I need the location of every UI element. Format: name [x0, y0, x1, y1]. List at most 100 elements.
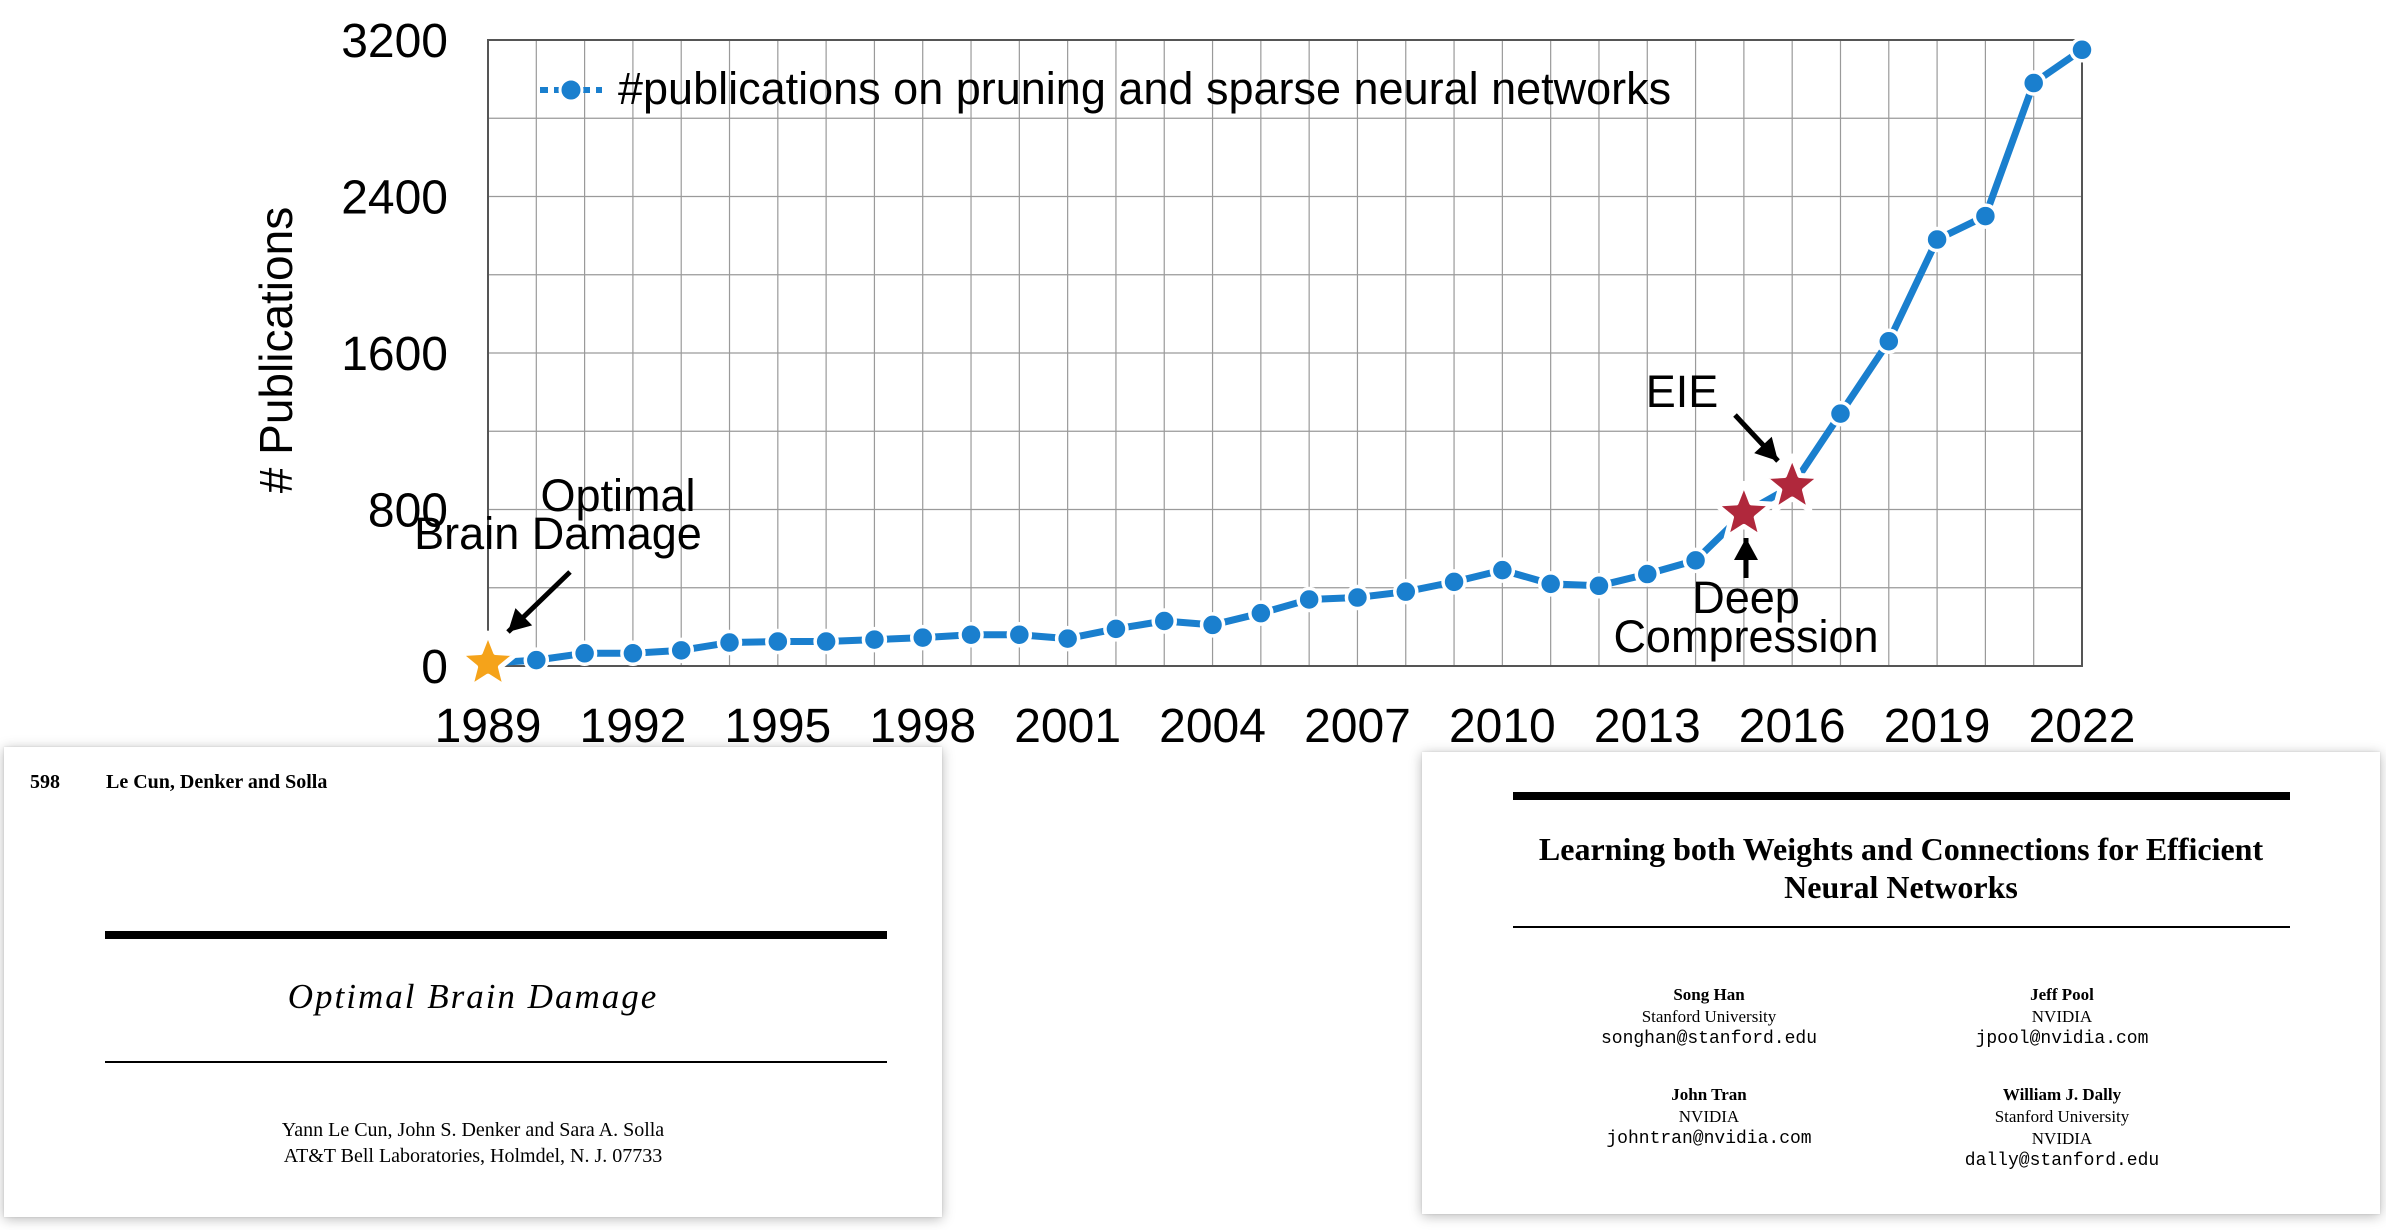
- page-number: 598: [30, 771, 60, 793]
- data-point: [861, 626, 888, 653]
- y-tick-label: 2400: [341, 172, 448, 225]
- author-name: John Tran: [1671, 1085, 1747, 1104]
- highlight-star-marker: [457, 630, 519, 690]
- author-name: Jeff Pool: [2030, 985, 2094, 1004]
- paper-card-optimal-brain-damage: 598 Le Cun, Denker and Solla Optimal Bra…: [4, 747, 942, 1217]
- data-point: [1827, 400, 1854, 427]
- data-point: [1344, 584, 1371, 611]
- data-point: [1924, 226, 1950, 253]
- data-point: [1682, 547, 1709, 574]
- title-bottom-rule: [105, 1061, 887, 1063]
- author-affiliation-2: NVIDIA: [2031, 1129, 2093, 1148]
- x-tick-label: 2004: [1159, 700, 1266, 753]
- annotation-arrow-head: [1734, 538, 1758, 560]
- data-point: [620, 640, 646, 667]
- data-point: [1972, 203, 1999, 229]
- data-point: [1586, 573, 1612, 599]
- data-point: [1103, 616, 1129, 642]
- annotation-label: Deep: [1692, 572, 1800, 623]
- author-email: dally@stanford.edu: [1964, 1151, 2160, 1171]
- legend-marker: [558, 77, 584, 103]
- data-point: [1441, 569, 1467, 595]
- plot-frame: [487, 39, 2083, 667]
- annotation-arrow-head: [508, 608, 533, 632]
- publications-line-chart: 0 800 1600 2400 3200 1989 1992 1995 1998 2001 200…: [250, 15, 2136, 753]
- author-name: William J. Dally: [2002, 1085, 2122, 1104]
- x-tick-label: 2007: [1304, 700, 1411, 753]
- data-point: [1151, 608, 1177, 634]
- x-tick-label: 1995: [724, 700, 831, 753]
- series-layer: [487, 37, 2095, 673]
- paper-affiliation: AT&T Bell Laboratories, Holmdel, N. J. 0…: [283, 1145, 663, 1167]
- author-block: Jeff Pool NVIDIA jpool@nvidia.com: [1902, 984, 2222, 1050]
- annotation-arrow-head: [1754, 436, 1778, 461]
- data-point: [2020, 70, 2047, 96]
- y-axis-label: # Publications: [250, 207, 302, 493]
- data-point: [2069, 37, 2095, 63]
- data-point: [523, 647, 550, 673]
- x-tick-label: 2010: [1449, 700, 1556, 753]
- x-tick-label: 2001: [1014, 700, 1121, 753]
- data-point: [1296, 586, 1322, 613]
- data-point: [668, 637, 694, 664]
- paper-title: Learning both Weights and Connections fo…: [1462, 830, 2340, 906]
- data-point: [1537, 571, 1564, 597]
- data-point: [909, 624, 936, 651]
- paper-authors: Yann Le Cun, John S. Denker and Sara A. …: [281, 1119, 665, 1141]
- author-email: songhan@stanford.edu: [1600, 1029, 1818, 1049]
- highlight-star-marker: [1712, 480, 1775, 541]
- annotation-label: Compression: [1613, 611, 1878, 662]
- chart-legend: #publications on pruning and sparse neur…: [540, 63, 1671, 114]
- x-tick-label: 2019: [1884, 700, 1991, 753]
- x-tick-label: 2022: [2029, 700, 2136, 753]
- data-point: [958, 621, 984, 648]
- paper-title-line-2: Neural Networks: [1784, 869, 2018, 905]
- y-tick-label: 3200: [341, 15, 448, 68]
- y-tick-label: 800: [368, 485, 448, 538]
- y-tick-label: 1600: [341, 328, 448, 381]
- author-affiliation: NVIDIA: [2031, 1007, 2093, 1026]
- data-point: [1006, 621, 1033, 648]
- title-top-rule: [105, 931, 887, 939]
- data-point: [716, 629, 743, 656]
- data-point: [1489, 557, 1516, 583]
- author-affiliation: NVIDIA: [1678, 1107, 1740, 1126]
- data-point: [813, 628, 839, 655]
- paper-card-learning-weights-connections: Learning both Weights and Connections fo…: [1422, 752, 2380, 1214]
- chart-grid: [487, 39, 2083, 667]
- author-block: William J. Dally Stanford University NVI…: [1902, 1084, 2222, 1172]
- x-tick-label: 1998: [869, 700, 976, 753]
- paper-title-line-1: Learning both Weights and Connections fo…: [1538, 831, 2264, 867]
- data-point: [765, 628, 791, 655]
- running-head: Le Cun, Denker and Solla: [106, 771, 328, 793]
- series-line: [487, 46, 2084, 667]
- chart-axes: [487, 39, 2083, 667]
- y-axis-ticks: 0 800 1600 2400 3200: [341, 15, 448, 694]
- data-point: [571, 640, 598, 667]
- data-point: [1634, 561, 1661, 587]
- x-tick-label: 2016: [1739, 700, 1846, 753]
- author-email: johntran@nvidia.com: [1606, 1129, 1812, 1149]
- data-point: [1393, 578, 1419, 605]
- annotation-label: Brain Damage: [414, 508, 702, 559]
- author-block: John Tran NVIDIA johntran@nvidia.com: [1549, 1084, 1869, 1150]
- x-tick-label: 1992: [580, 700, 687, 753]
- x-axis-ticks: 1989 1992 1995 1998 2001 2004 2007 2010 2013 2016…: [435, 700, 2136, 753]
- author-affiliation: Stanford University: [1994, 1107, 2130, 1126]
- author-email: jpool@nvidia.com: [1975, 1029, 2149, 1049]
- paper-title: Optimal Brain Damage: [287, 977, 659, 1016]
- x-tick-label: 1989: [435, 700, 542, 753]
- data-point: [1199, 612, 1226, 638]
- title-bottom-rule: [1513, 926, 2290, 928]
- annotation-label: EIE: [1646, 366, 1719, 417]
- x-tick-label: 2013: [1594, 700, 1701, 753]
- author-name: Song Han: [1673, 985, 1745, 1004]
- data-point: [1876, 328, 1902, 355]
- y-tick-label: 0: [421, 641, 448, 694]
- title-top-rule: [1513, 792, 2290, 800]
- data-point: [1248, 600, 1274, 626]
- legend-label: #publications on pruning and sparse neur…: [618, 63, 1671, 114]
- author-block: Song Han Stanford University songhan@sta…: [1549, 984, 1869, 1050]
- highlight-star-marker: [1761, 453, 1824, 513]
